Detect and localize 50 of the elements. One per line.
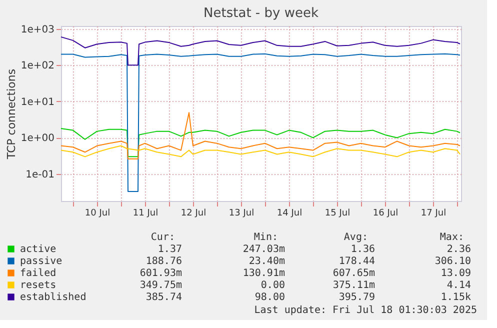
y-tick-label: 1e+02 (20, 60, 54, 72)
x-tick-label: 13 Jul (228, 208, 254, 218)
text: Cur: (150, 232, 175, 243)
line-series (60, 128, 460, 158)
text: 4.14 (446, 280, 471, 291)
text: 306.10 (434, 256, 471, 267)
x-tick-label: 11 Jul (132, 208, 158, 218)
text: 601.93m (140, 268, 182, 279)
text: 349.75m (140, 280, 182, 291)
y-tick-label: 1e+01 (20, 96, 54, 108)
text: Avg: (344, 232, 368, 243)
text: 13.09 (440, 268, 471, 279)
x-tick-label: 10 Jul (84, 208, 110, 218)
text: 385.74 (146, 292, 182, 303)
text: 395.79 (338, 292, 375, 303)
text: 1.15k (440, 292, 471, 303)
text: 375.11m (332, 280, 375, 291)
text: 98.00 (254, 292, 285, 303)
x-tick-label: 17 Jul (420, 208, 446, 218)
line-series (60, 36, 460, 66)
x-tick-label: 14 Jul (276, 208, 302, 218)
legend-label: failed (20, 268, 56, 279)
text: 607.65m (332, 268, 375, 279)
x-tick-label: 15 Jul (324, 208, 350, 218)
line-series (60, 145, 460, 158)
text: 2.36 (446, 244, 471, 255)
legend-label: resets (20, 280, 56, 291)
y-tick-label: 1e+03 (20, 24, 54, 36)
legend-label: active (20, 244, 56, 255)
line-series (60, 112, 460, 160)
y-tick-label: 1e-01 (26, 169, 54, 180)
text: 23.40m (248, 256, 285, 267)
legend-label: established (20, 292, 86, 303)
text: 0.00 (260, 280, 285, 291)
x-tick-label: 12 Jul (180, 208, 206, 218)
x-tick-label: 16 Jul (372, 208, 398, 218)
text: 1.37 (158, 244, 182, 255)
y-axis-title: TCP connections (4, 68, 18, 160)
text: Max: (440, 232, 464, 243)
text: 188.76 (146, 256, 182, 267)
y-tick-label: 1e+00 (20, 133, 54, 144)
text: Min: (254, 232, 278, 243)
line-series (60, 53, 460, 192)
chart-title: Netstat - by week (204, 6, 319, 21)
text: 178.44 (338, 256, 375, 267)
text: Last update: Fri Jul 18 01:30:03 2025 (254, 305, 477, 316)
text: 1.36 (350, 244, 375, 255)
text: 130.91m (242, 268, 285, 279)
text: 247.03m (242, 244, 285, 255)
legend-label: passive (20, 256, 62, 267)
